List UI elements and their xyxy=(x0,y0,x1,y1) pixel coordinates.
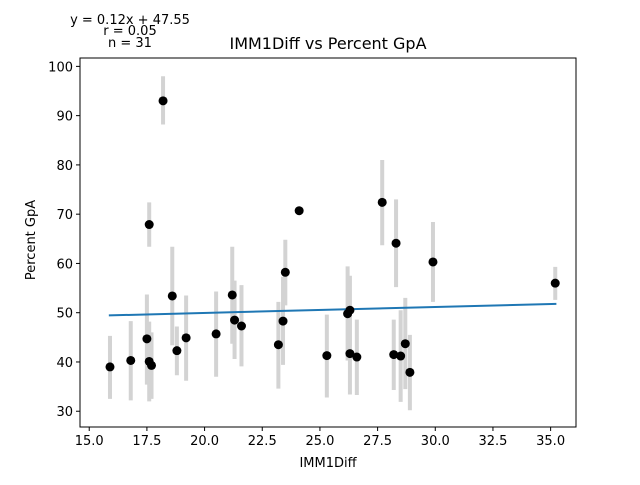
data-point xyxy=(396,351,406,361)
x-tick-label: 25.0 xyxy=(305,434,334,449)
chart-title: IMM1Diff vs Percent GpA xyxy=(229,34,426,53)
data-point xyxy=(230,315,240,325)
data-point xyxy=(144,220,154,230)
y-tick-label: 90 xyxy=(56,110,73,125)
x-tick-label: 32.5 xyxy=(478,434,507,449)
data-point xyxy=(142,334,152,344)
data-point xyxy=(227,290,237,300)
data-point xyxy=(147,360,157,370)
plot-frame xyxy=(79,57,577,428)
y-tick-label: 100 xyxy=(48,60,73,75)
data-point xyxy=(126,355,136,365)
data-point xyxy=(211,329,221,339)
sample-size-label: n = 31 xyxy=(108,36,152,51)
regression-layer xyxy=(108,302,557,317)
x-tick-label: 20.0 xyxy=(190,434,219,449)
data-point xyxy=(236,321,246,331)
data-point xyxy=(377,197,387,207)
data-point xyxy=(352,352,362,362)
correlation-label: r = 0.05 xyxy=(103,24,156,39)
data-point xyxy=(158,96,168,106)
data-point xyxy=(400,339,410,349)
x-tick-label: 17.5 xyxy=(132,434,161,449)
y-tick-label: 50 xyxy=(56,307,73,322)
data-points xyxy=(105,96,560,377)
data-point xyxy=(273,340,283,350)
data-point xyxy=(278,316,288,326)
regression-equation: y = 0.12x + 47.55 xyxy=(70,13,190,28)
data-point xyxy=(322,351,332,361)
data-point xyxy=(391,238,401,248)
error-bars xyxy=(107,76,558,411)
y-tick-label: 60 xyxy=(56,257,73,272)
y-tick-label: 70 xyxy=(56,208,73,223)
x-tick-label: 22.5 xyxy=(248,434,277,449)
data-point xyxy=(550,278,560,288)
data-point xyxy=(294,206,304,216)
y-tick-label: 80 xyxy=(56,159,73,174)
data-point xyxy=(405,367,415,377)
y-tick-label: 40 xyxy=(56,356,73,371)
x-tick-label: 15.0 xyxy=(75,434,104,449)
data-point xyxy=(345,305,355,315)
data-point xyxy=(280,267,290,277)
axis-ticks: 15.0 17.5 20.0 22.5 25.0 27.5 30.0 32.5 35.0 30 40… xyxy=(48,60,565,449)
data-point xyxy=(389,350,399,360)
data-point xyxy=(105,362,115,372)
regression-line xyxy=(108,302,557,317)
x-tick-label: 27.5 xyxy=(363,434,392,449)
x-axis-label: IMM1Diff xyxy=(299,456,357,471)
data-point xyxy=(428,257,438,267)
data-point xyxy=(345,349,355,359)
data-point xyxy=(167,291,177,301)
x-tick-label: 35.0 xyxy=(536,434,565,449)
y-tick-label: 30 xyxy=(56,405,73,420)
data-point xyxy=(172,346,182,356)
x-tick-label: 30.0 xyxy=(421,434,450,449)
data-point xyxy=(181,333,191,343)
y-axis-label: Percent GpA xyxy=(24,200,39,280)
